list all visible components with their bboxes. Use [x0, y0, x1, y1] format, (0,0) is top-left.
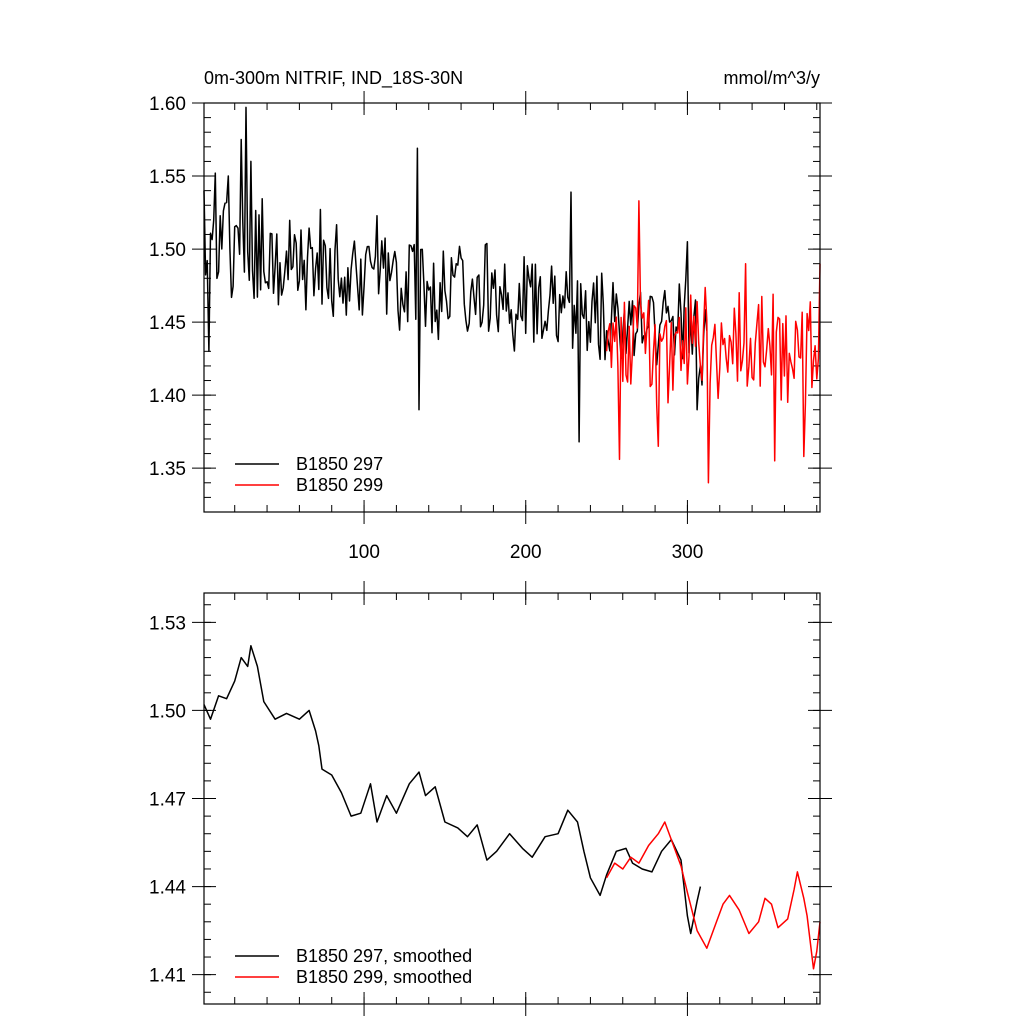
top-panel: 0m-300m NITRIF, IND_18S-30N mmol/m^3/y 1…	[149, 68, 832, 563]
x-tick-label: 100	[348, 542, 380, 563]
y-tick-label: 1.40	[149, 386, 186, 407]
series-line	[203, 106, 708, 443]
top-data-series	[203, 106, 821, 484]
y-tick-label: 1.47	[149, 790, 186, 811]
top-panel-units: mmol/m^3/y	[724, 68, 820, 88]
legend-label: B1850 299, smoothed	[296, 967, 472, 987]
top-plot-frame	[203, 102, 821, 513]
x-tick-label: 300	[672, 542, 704, 563]
x-tick-label: 200	[510, 542, 542, 563]
bottom-axis-ticks: 1.41 1.44 1.47 1.50 1.53	[149, 581, 832, 1016]
y-tick-label: 1.53	[149, 613, 186, 634]
top-panel-title: 0m-300m NITRIF, IND_18S-30N	[204, 68, 463, 89]
y-tick-label: 1.50	[149, 701, 186, 722]
bottom-plot-frame	[203, 592, 821, 1005]
bottom-data-series	[203, 645, 821, 970]
y-tick-label: 1.45	[149, 313, 186, 334]
y-tick-label: 1.44	[149, 878, 186, 899]
bottom-panel: 1.41 1.44 1.47 1.50 1.53 B1850 297, smoothed…	[149, 581, 832, 1016]
y-tick-label: 1.41	[149, 966, 186, 987]
legend-label: B1850 297	[296, 454, 383, 474]
y-tick-label: 1.55	[149, 167, 186, 188]
legend-label: B1850 299	[296, 475, 383, 495]
series-line	[605, 821, 821, 970]
y-tick-label: 1.35	[149, 459, 186, 480]
series-line	[605, 200, 821, 484]
series-line	[203, 645, 702, 935]
y-tick-label: 1.50	[149, 240, 186, 261]
legend-label: B1850 297, smoothed	[296, 946, 472, 966]
y-tick-label: 1.60	[149, 94, 186, 115]
